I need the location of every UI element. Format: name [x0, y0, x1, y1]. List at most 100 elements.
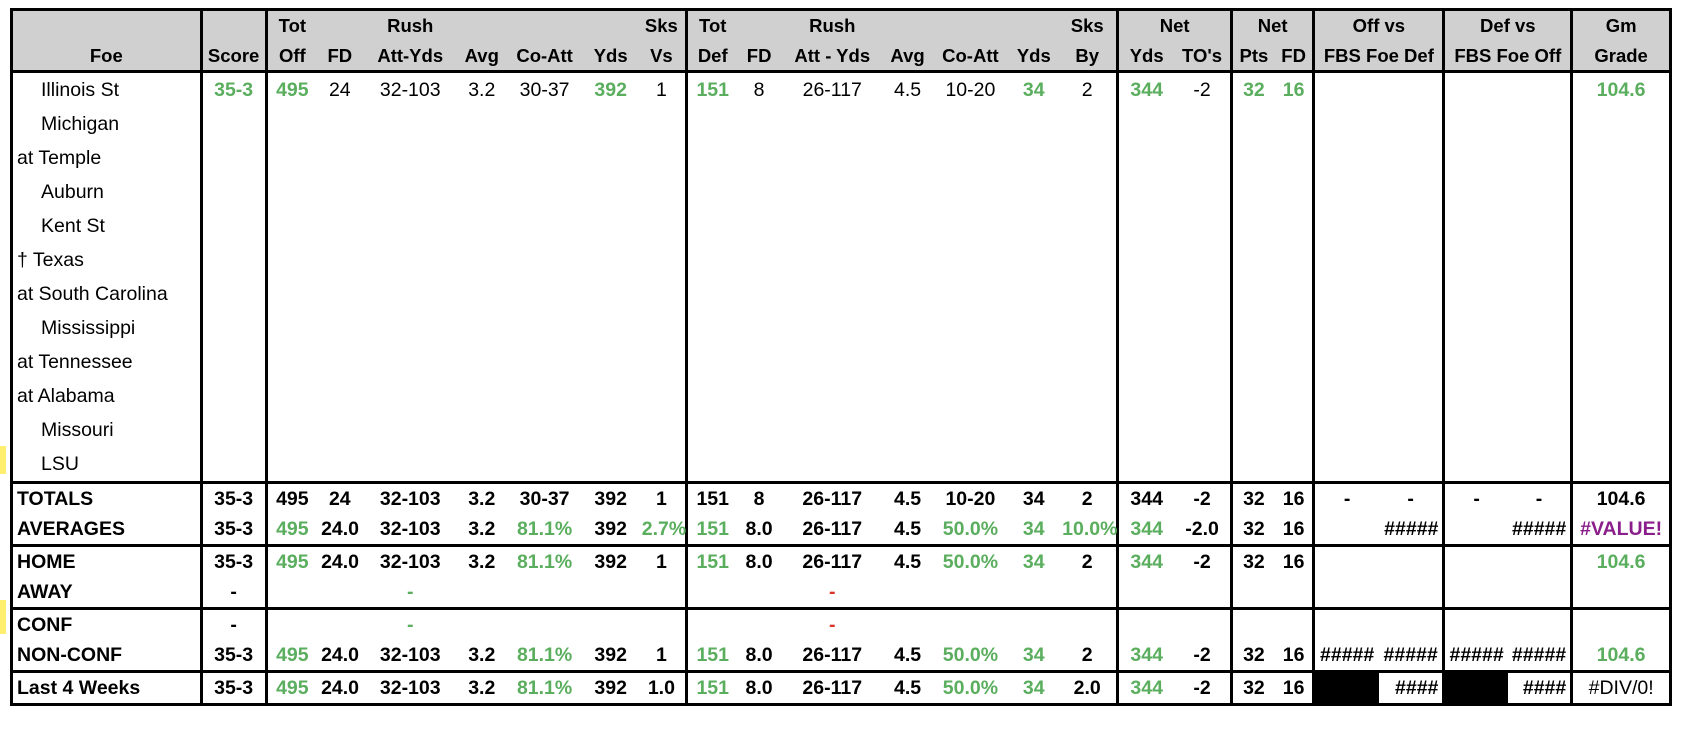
header-tot-def: Tot — [685, 9, 738, 41]
cell-fd: 24.0 — [317, 671, 363, 706]
cell-tot-off — [264, 141, 318, 175]
cell-sks-by — [1058, 209, 1118, 243]
cell-tot-def — [685, 379, 738, 413]
cell-tos — [1174, 277, 1231, 311]
header-off-vs: Off vs — [1312, 9, 1444, 41]
cell-dyds: 34 — [1022, 78, 1045, 101]
game-row[interactable]: Missouri — [10, 413, 1672, 447]
cell-dfd: 8.0 — [737, 514, 781, 547]
cell-grade — [1570, 141, 1672, 175]
cell-dco-att — [931, 577, 1010, 610]
cell-davg: 4.5 — [894, 487, 922, 510]
cell-drush — [781, 413, 884, 447]
cell-off-b: #### — [1378, 671, 1444, 706]
header-def-co-att: Co-Att — [931, 41, 1010, 73]
game-row[interactable]: at South Carolina — [10, 277, 1672, 311]
cell-tos — [1174, 243, 1231, 277]
cell-score: 35-3 — [199, 482, 267, 514]
row-label: HOME — [10, 545, 202, 577]
cell-sks-by — [1058, 379, 1118, 413]
cell-def-b — [1508, 175, 1572, 209]
header-net-yds-2: Yds — [1116, 41, 1175, 73]
header-def: Def — [685, 41, 738, 73]
cell-co-att: 81.1% — [505, 640, 584, 673]
header-co-att: Co-Att — [505, 41, 584, 73]
cell-nfd: 16 — [1282, 550, 1305, 573]
cell-tot-off — [264, 209, 318, 243]
cell-davg — [884, 243, 932, 277]
header-off-blank3 — [505, 9, 584, 41]
cell-off-b — [1379, 72, 1444, 108]
cell-net-yds — [1116, 209, 1175, 243]
cell-drush: 26-117 — [802, 487, 863, 510]
cell-tot-def: 151 — [685, 71, 738, 107]
cell-sks-by — [1058, 413, 1118, 447]
cell-tot-def — [685, 141, 738, 175]
cell-drush: 26-117 — [802, 78, 862, 101]
header-off-blank4 — [583, 9, 638, 41]
cell-rush — [363, 413, 458, 447]
cell-pts: 32 — [1230, 514, 1275, 547]
game-row[interactable]: † Texas — [10, 243, 1672, 277]
cell-drush — [781, 107, 884, 141]
cell-sks-vs — [637, 577, 687, 610]
game-row[interactable]: Michigan — [10, 107, 1672, 141]
cell-avg — [458, 243, 506, 277]
cell-fd: 24 — [328, 78, 351, 101]
cell-tot-def: 151 — [685, 671, 738, 706]
cell-dyds — [1009, 107, 1058, 141]
cell-co-att — [506, 107, 584, 141]
cell-dyds: 34 — [1009, 640, 1059, 673]
cell-avg — [458, 209, 506, 243]
cell-dco-att — [931, 141, 1009, 175]
cell-co-att: 81.1% — [505, 671, 584, 706]
game-row[interactable]: Mississippi — [10, 311, 1672, 345]
cell-off-b — [1379, 107, 1444, 141]
cell-davg — [883, 447, 932, 484]
game-row[interactable]: Auburn — [10, 175, 1672, 209]
game-row[interactable]: LSU — [10, 447, 1672, 484]
cell-yds: 392 — [594, 487, 627, 510]
cell-rush — [363, 209, 458, 243]
cell-off-a: ##### — [1312, 640, 1379, 673]
game-row[interactable]: at Temple — [10, 141, 1672, 175]
cell-sks-by — [1058, 311, 1118, 345]
cell-co-att — [506, 175, 584, 209]
cell-def-b — [1508, 345, 1572, 379]
cell-off-a — [1312, 545, 1379, 577]
header-score-top — [199, 9, 267, 41]
cell-net-yds — [1116, 311, 1175, 345]
cell-tos: -2 — [1193, 487, 1211, 510]
cell-avg — [458, 141, 506, 175]
cell-off-b — [1379, 345, 1444, 379]
cell-pts — [1230, 311, 1275, 345]
cell-score — [199, 277, 267, 311]
cell-dfd — [737, 243, 780, 277]
cell-dyds — [1009, 311, 1058, 345]
cell-davg — [884, 311, 932, 345]
cell-rush: 32-103 — [362, 640, 458, 673]
cell-avg: 3.2 — [468, 78, 496, 101]
header-def-fd: FD — [737, 41, 781, 73]
game-row[interactable]: Illinois St 35-3 495 24 32-103 3.2 30-37 392 1 15… — [10, 71, 1672, 108]
cell-fd — [317, 311, 363, 345]
cell-dfd: 8 — [753, 78, 765, 101]
cell-net-yds: 344 — [1116, 482, 1175, 514]
header-def-avg: Avg — [883, 41, 932, 73]
cell-pts — [1230, 243, 1275, 277]
cell-dco-att — [931, 379, 1009, 413]
game-row[interactable]: at Alabama — [10, 379, 1672, 413]
cell-tot-def — [685, 107, 738, 141]
cell-avg — [458, 277, 506, 311]
cell-nfd: 16 — [1282, 78, 1305, 101]
cell-nfd: 16 — [1282, 487, 1305, 510]
cell-dfd: 8.0 — [737, 671, 781, 706]
game-row[interactable]: at Tennessee — [10, 345, 1672, 379]
header-def-blank2 — [883, 9, 932, 41]
cell-def-b — [1507, 577, 1572, 610]
cell-tot-def: 151 — [685, 514, 738, 547]
cell-fd: 24.0 — [321, 550, 360, 573]
cell-off-b — [1379, 141, 1444, 175]
cell-rush — [363, 379, 458, 413]
game-row[interactable]: Kent St — [10, 209, 1672, 243]
